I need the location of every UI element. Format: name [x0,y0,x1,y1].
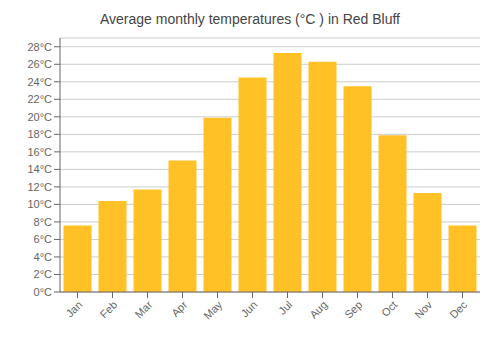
svg-text:May: May [201,298,225,322]
svg-text:Jan: Jan [63,298,84,319]
svg-text:Aug: Aug [307,298,329,320]
svg-text:20°C: 20°C [27,111,52,123]
svg-text:28°C: 28°C [27,41,52,53]
svg-text:Apr: Apr [169,298,190,319]
svg-text:Feb: Feb [98,298,120,320]
svg-text:Sep: Sep [342,298,364,320]
svg-text:6°C: 6°C [34,233,53,245]
svg-text:Nov: Nov [412,298,435,321]
svg-text:4°C: 4°C [34,251,53,263]
svg-text:12°C: 12°C [27,181,52,193]
svg-text:Jul: Jul [276,298,294,316]
svg-text:Dec: Dec [447,298,470,321]
svg-text:18°C: 18°C [27,128,52,140]
svg-text:2°C: 2°C [34,268,53,280]
svg-text:26°C: 26°C [27,58,52,70]
svg-text:0°C: 0°C [34,286,53,298]
svg-text:16°C: 16°C [27,146,52,158]
svg-text:Mar: Mar [133,298,155,320]
svg-text:22°C: 22°C [27,93,52,105]
html-text:Average monthly temperatures (: Average monthly temperatures (°C ) in Re… [100,11,400,27]
svg-text:8°C: 8°C [34,216,53,228]
svg-text:24°C: 24°C [27,76,52,88]
svg-text:10°C: 10°C [27,198,52,210]
svg-text:14°C: 14°C [27,163,52,175]
svg-text:Jun: Jun [238,298,259,319]
svg-text:Oct: Oct [379,298,400,319]
